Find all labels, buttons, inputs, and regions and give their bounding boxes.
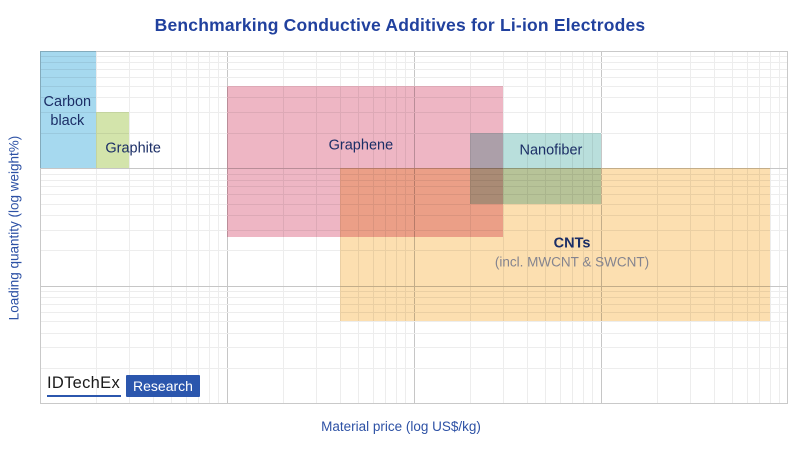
region-label-graphite: Graphite	[105, 140, 161, 159]
minor-gridline-h	[40, 68, 788, 70]
minor-gridline-v	[129, 50, 131, 404]
region-label-line: Graphene	[328, 137, 394, 154]
region-label-cnts: CNTs (incl. MWCNT & SWCNT)	[495, 235, 649, 272]
minor-gridline-v	[152, 50, 154, 404]
minor-gridline-h	[40, 347, 788, 349]
region-label-carbon-black: Carbon black	[44, 93, 92, 131]
region-carbon-black	[40, 50, 97, 169]
minor-gridline-h	[40, 368, 788, 370]
region-label-line: Nanofiber	[519, 142, 583, 159]
minor-gridline-h	[40, 55, 788, 57]
region-label-line: Carbon	[43, 93, 92, 110]
minor-gridline-v	[198, 50, 200, 404]
region-cnts	[339, 168, 770, 322]
minor-gridline-v	[218, 50, 220, 404]
idtechex-wordmark: IDTechEx	[47, 374, 122, 397]
idtechex-logo: IDTechEx Research	[47, 374, 200, 397]
x-axis-label: Material price (log US$/kg)	[321, 419, 481, 434]
chart-title: Benchmarking Conductive Additives for Li…	[154, 15, 646, 35]
minor-gridline-v	[769, 50, 771, 404]
region-label-line: black	[50, 113, 85, 130]
region-graphite	[96, 112, 130, 169]
plot-area: Carbon black Graphite Graphene Nanofiber CNTs…	[40, 50, 788, 404]
region-label-line: Graphite	[105, 140, 161, 157]
minor-gridline-h	[40, 61, 788, 63]
minor-gridline-v	[170, 50, 172, 404]
region-sublabel: (incl. MWCNT & SWCNT)	[494, 254, 650, 270]
region-label-line: CNTs	[553, 235, 591, 252]
minor-gridline-v	[185, 50, 187, 404]
region-label-nanofiber: Nanofiber	[520, 141, 583, 160]
minor-gridline-h	[40, 76, 788, 78]
minor-gridline-v	[208, 50, 210, 404]
research-badge: Research	[126, 375, 200, 397]
minor-gridline-v	[779, 50, 781, 404]
minor-gridline-h	[40, 332, 788, 334]
y-axis-label: Loading quantity (log weight%)	[6, 135, 22, 321]
region-label-graphene: Graphene	[329, 136, 394, 155]
minor-gridline-h	[40, 321, 788, 323]
minor-gridline-v	[96, 50, 98, 404]
